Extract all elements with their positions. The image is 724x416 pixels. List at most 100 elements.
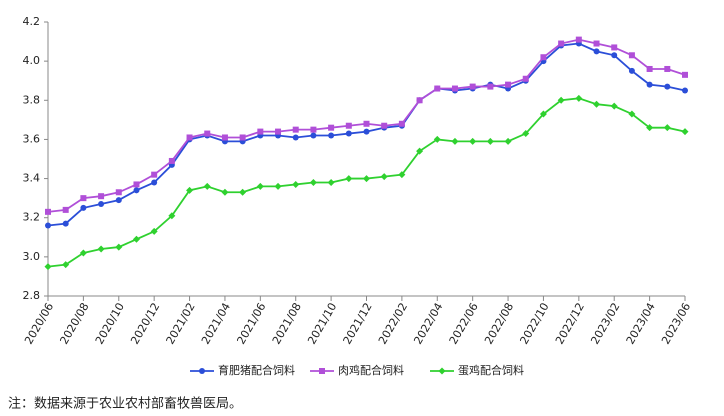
data-point xyxy=(256,182,264,190)
data-point xyxy=(593,48,600,55)
data-point xyxy=(257,128,264,135)
data-point xyxy=(275,128,282,135)
data-point xyxy=(62,261,70,269)
data-point xyxy=(575,36,582,43)
legend-label: 肉鸡配合饲料 xyxy=(338,363,404,377)
data-point xyxy=(663,124,671,132)
y-tick-label: 3.4 xyxy=(23,172,41,185)
data-point xyxy=(611,52,618,59)
x-tick-label: 2023/06 xyxy=(659,301,693,347)
data-point xyxy=(558,40,565,47)
data-point xyxy=(539,110,547,118)
data-point xyxy=(628,52,635,59)
data-point xyxy=(381,122,388,129)
legend-marker xyxy=(438,367,446,375)
data-point xyxy=(151,179,158,186)
x-tick-label: 2022/04 xyxy=(411,301,445,347)
data-point xyxy=(345,122,352,129)
data-point xyxy=(398,120,405,127)
data-point xyxy=(451,137,459,145)
x-tick-label: 2022/06 xyxy=(447,300,481,346)
data-point xyxy=(505,81,512,88)
legend-marker xyxy=(319,368,325,374)
data-point xyxy=(664,65,671,72)
y-tick-label: 4.2 xyxy=(23,15,41,28)
data-point xyxy=(310,126,317,133)
data-point xyxy=(628,67,635,74)
data-point xyxy=(310,132,317,139)
data-point xyxy=(239,188,247,196)
data-point xyxy=(115,189,122,196)
x-tick-label: 2023/02 xyxy=(588,301,622,347)
data-point xyxy=(97,245,105,253)
x-tick-label: 2021/12 xyxy=(341,301,375,347)
x-tick-label: 2021/08 xyxy=(270,301,304,347)
data-point xyxy=(132,235,140,243)
data-point xyxy=(115,197,122,204)
data-point xyxy=(62,206,69,213)
data-point xyxy=(557,96,565,104)
x-tick-label: 2020/06 xyxy=(22,301,56,347)
data-point xyxy=(646,81,653,88)
y-tick-label: 3.6 xyxy=(23,132,41,145)
data-point xyxy=(681,128,689,136)
data-point xyxy=(115,243,123,251)
data-point xyxy=(292,134,299,141)
data-point xyxy=(98,193,105,200)
note: 注：数据来源于农业农村部畜牧兽医局。 xyxy=(8,396,242,412)
data-point xyxy=(416,147,424,155)
x-tick-label: 2021/02 xyxy=(164,301,198,347)
data-point xyxy=(469,83,476,90)
legend-label: 育肥猪配合饲料 xyxy=(218,363,295,377)
data-point xyxy=(434,85,441,92)
y-tick-label: 4.0 xyxy=(23,54,41,67)
y-tick-label: 3.2 xyxy=(23,211,41,224)
data-point xyxy=(151,171,158,178)
data-point xyxy=(328,132,335,139)
data-point xyxy=(168,157,175,164)
x-tick-label: 2022/08 xyxy=(482,301,516,347)
x-tick-label: 2021/06 xyxy=(234,301,268,347)
data-point xyxy=(79,249,87,257)
data-point xyxy=(540,54,547,61)
x-tick-label: 2020/10 xyxy=(93,301,127,347)
data-point xyxy=(292,180,300,188)
data-point xyxy=(221,188,229,196)
data-point xyxy=(433,135,441,143)
data-point xyxy=(486,137,494,145)
data-point xyxy=(363,128,370,135)
data-point xyxy=(221,134,228,141)
x-tick-label: 2023/04 xyxy=(624,301,658,347)
data-point xyxy=(203,182,211,190)
data-point xyxy=(646,65,653,72)
data-point xyxy=(45,222,51,229)
data-point xyxy=(45,208,51,215)
data-point xyxy=(504,137,512,145)
x-tick-label: 2021/04 xyxy=(199,301,233,347)
data-point xyxy=(522,75,529,82)
x-tick-label: 2022/12 xyxy=(553,301,587,347)
data-point xyxy=(682,71,688,78)
data-point xyxy=(239,134,246,141)
data-point xyxy=(664,83,671,90)
data-point xyxy=(593,40,600,47)
data-point xyxy=(345,175,353,183)
data-point xyxy=(98,201,105,208)
data-point xyxy=(80,195,87,202)
data-point xyxy=(593,100,601,108)
y-tick-label: 3.0 xyxy=(23,250,41,263)
data-point xyxy=(80,204,87,211)
data-point xyxy=(62,220,69,227)
data-point xyxy=(646,124,654,132)
x-tick-label: 2021/10 xyxy=(305,301,339,347)
data-point xyxy=(451,85,458,92)
data-point xyxy=(363,175,370,183)
data-point xyxy=(575,94,583,102)
data-point xyxy=(327,178,335,186)
data-point xyxy=(363,120,370,127)
data-point xyxy=(611,44,618,51)
data-point xyxy=(44,263,52,271)
data-point xyxy=(168,212,176,220)
data-point xyxy=(309,178,317,186)
